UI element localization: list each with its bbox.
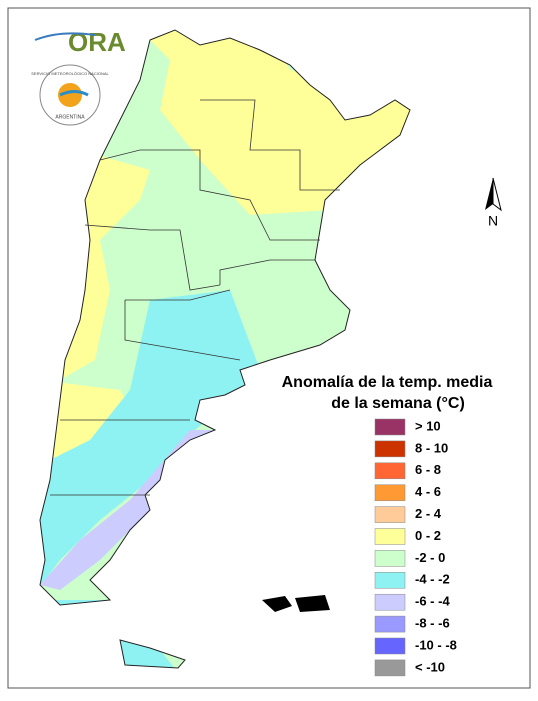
legend-label: -6 - -4 (415, 594, 450, 609)
logo: ORA SERVICIO METEOROLÓGICO NACIONAL ARGE… (31, 27, 126, 126)
legend-label: 6 - 8 (415, 462, 441, 477)
legend-swatch (374, 440, 406, 458)
legend-swatch (374, 462, 406, 480)
legend-swatch (374, 572, 406, 589)
legend-swatch (374, 506, 406, 523)
legend-swatch (374, 659, 406, 677)
legend-label: < -10 (415, 659, 445, 674)
logo-name: ORA (68, 27, 126, 57)
legend-label: 4 - 6 (415, 484, 441, 499)
legend-swatch (374, 637, 406, 655)
legend-swatch (374, 528, 406, 545)
north-label: N (488, 213, 498, 229)
logo-country: ARGENTINA (55, 114, 85, 120)
legend-label: -2 - 0 (415, 550, 445, 565)
logo-ring-text: SERVICIO METEOROLÓGICO NACIONAL (31, 71, 109, 76)
legend-swatch (374, 550, 406, 567)
legend-label: 2 - 4 (415, 506, 442, 521)
legend-label: 0 - 2 (415, 528, 441, 543)
legend: > 10 8 - 10 6 - 8 4 - 6 2 - 4 0 - 2 -2 - 0 -4 -… (374, 418, 457, 677)
legend-label: -10 - -8 (415, 637, 457, 652)
north-arrow: N (485, 177, 502, 229)
legend-label: > 10 (415, 418, 441, 433)
legend-swatch (374, 418, 406, 436)
legend-title: Anomalía de la temp. media (282, 374, 493, 391)
legend-swatch (374, 484, 406, 501)
province-borders (50, 99, 340, 496)
legend-label: 8 - 10 (415, 440, 448, 455)
malvinas (262, 595, 330, 612)
legend-swatch (374, 615, 406, 633)
legend-label: -8 - -6 (415, 616, 450, 631)
legend-label: -4 - -2 (415, 572, 450, 587)
legend-title: de la semana (°C) (331, 395, 465, 412)
legend-swatch (374, 593, 406, 611)
